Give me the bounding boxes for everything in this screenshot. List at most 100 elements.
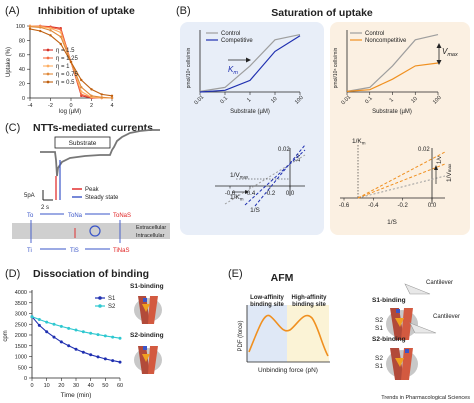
y-tick-label: 1500 <box>15 344 27 350</box>
lb-left-xlabel: 1/S <box>250 207 260 214</box>
series-S1-point <box>96 355 100 359</box>
legend-marker <box>46 72 50 76</box>
series-S1-line <box>31 316 121 363</box>
y-tick-label: 3500 <box>15 301 27 307</box>
legend-label-steady: Steady state <box>85 195 119 201</box>
legend-label: η = 1 <box>56 64 70 70</box>
series-S2-point <box>111 335 115 339</box>
data-point <box>80 93 83 96</box>
y-tick-label: 1000 <box>15 355 27 361</box>
vmax-label: Vmax <box>442 47 458 58</box>
x-tick-label: 60 <box>117 383 123 389</box>
legend-label-noncompetitive: Noncompetitive <box>365 38 407 44</box>
x-tick-label: -4 <box>28 103 33 109</box>
panel-d-x-ticks: 0 10 20 30 40 50 60 <box>30 378 123 389</box>
intracellular-label: Intracellular <box>136 233 165 239</box>
e-s2-label-top: S2 <box>375 317 383 324</box>
x-tick-label: -2 <box>48 103 53 109</box>
data-point <box>80 86 83 89</box>
panel-c-letter: (C) <box>5 122 20 134</box>
lb-right-control-line <box>357 175 446 199</box>
e-s1-binding-label: S1-binding <box>372 297 406 304</box>
x-tick-label: 0 <box>69 103 72 109</box>
y-tick-label: 4000 <box>15 290 27 296</box>
state-tinas: TiNaS <box>113 248 129 254</box>
panel-d-ylabel: cpm <box>3 330 9 341</box>
data-point <box>59 35 62 38</box>
panel-a-title: Inhibition of uptake <box>38 5 135 17</box>
panel-d-letter: (D) <box>5 268 20 280</box>
legend-label-control: Control <box>221 31 240 37</box>
panel-b-letter: (B) <box>176 5 191 17</box>
panel-b-right-ylabel: pmol/10⁶ cells/min <box>333 47 339 88</box>
x-tick-label: 50 <box>102 383 108 389</box>
y-tick-label: 80 <box>19 38 25 44</box>
panel-d-legend: S1 S2 <box>95 296 116 310</box>
current-trace <box>40 129 160 177</box>
panel-b-left-legend: Control Competitive <box>206 31 253 44</box>
data-point <box>39 29 42 33</box>
transporter-icon-e1 <box>386 308 418 340</box>
panel-b: (B) Saturation of uptake pmol/10⁶ cells/… <box>176 5 470 235</box>
panel-d-title: Dissociation of binding <box>33 268 149 280</box>
lb-x-tick-label: 0.0 <box>286 191 295 197</box>
legend-label-control: Control <box>365 31 384 37</box>
data-point <box>49 29 52 32</box>
series-S2-point <box>118 336 122 340</box>
y-tick-label: 500 <box>18 365 27 371</box>
lb-left-km-arrow-head <box>245 190 249 194</box>
lb-right-ylabel: 1/v <box>437 156 443 164</box>
cantilever-label-2: Cantilever <box>433 314 460 320</box>
lb-x-tick-label: -0.2 <box>265 191 276 197</box>
scale-y-label: 5pA <box>24 193 35 199</box>
x-tick-label: 0.01 <box>340 94 352 106</box>
series-S2-point <box>59 324 63 328</box>
y-tick-label: 0 <box>24 376 27 382</box>
lb-left-ylabel: 1/v <box>296 154 302 162</box>
state-ti: Ti <box>27 248 32 254</box>
y-tick-label: 0 <box>22 96 25 102</box>
substrate-label: Substrate <box>69 140 97 147</box>
x-tick-label: 10 <box>270 96 279 105</box>
legend-label: η = 0.5 <box>56 80 75 86</box>
series-S2-point <box>37 318 41 322</box>
legend-marker-s1 <box>98 296 102 300</box>
lb-x-tick-label: -0.4 <box>368 203 379 209</box>
vmax-arrow-head-bottom <box>436 60 442 65</box>
panel-e-letter: (E) <box>228 268 243 280</box>
series-S1-point <box>52 335 56 339</box>
panel-a-y-ticks: 0 20 40 60 80 100 <box>16 24 30 102</box>
lb-right-inv-km: 1/Km <box>352 138 366 146</box>
legend-marker-s2 <box>98 304 102 308</box>
data-point <box>90 88 93 91</box>
km-label: Km <box>228 65 238 76</box>
data-point <box>28 27 32 31</box>
x-tick-label: 10 <box>410 96 419 105</box>
lb-left-competitive-line-2 <box>254 144 306 207</box>
lb-right-xlabel: 1/S <box>387 219 397 226</box>
cycle-arrows <box>30 213 121 250</box>
panel-b-right-bg <box>330 22 470 235</box>
transporter-cycle-icon <box>89 225 101 237</box>
series-S1-point <box>103 357 107 361</box>
legend-marker <box>46 80 50 84</box>
series-S2-point <box>81 330 85 334</box>
y-tick-label: 60 <box>19 53 25 59</box>
series-S1-point <box>59 340 63 344</box>
legend-marker <box>46 48 50 52</box>
lb-right-x-ticks: -0.6 -0.4 -0.2 0.0 <box>339 198 437 209</box>
data-point <box>100 93 103 96</box>
y-tick-label: 2500 <box>15 322 27 328</box>
cantilever-icon-2 <box>409 322 437 334</box>
data-point <box>69 60 73 64</box>
panel-a-legend: η = 1.5 η = 1.25 η = 1 η = 0.75 η = 0.5 <box>43 48 79 86</box>
state-tis: TiS <box>70 248 79 254</box>
low-affinity-label-2: binding site <box>250 302 284 308</box>
y-tick-label: 3000 <box>15 312 27 318</box>
lb-left-ytop: 0.02 <box>278 147 290 153</box>
panel-a-xlabel: log (µM) <box>59 109 81 115</box>
series-S2-point <box>103 334 107 338</box>
x-tick-label: 0.1 <box>219 95 229 105</box>
panel-e-title: AFM <box>271 272 294 284</box>
transporter-icon-e2 <box>386 348 418 380</box>
